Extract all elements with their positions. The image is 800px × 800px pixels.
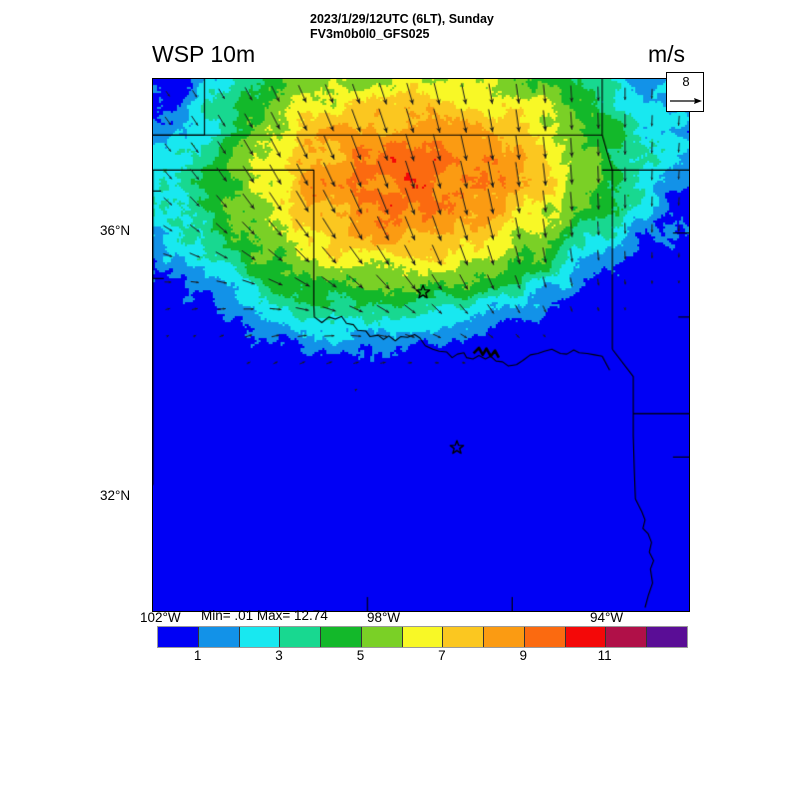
colorbar-band-5 bbox=[361, 627, 403, 647]
map-plot-frame bbox=[152, 78, 690, 612]
colorbar-tick-1: 1 bbox=[193, 648, 202, 663]
colorbar bbox=[157, 626, 688, 648]
colorbar-band-8 bbox=[484, 627, 525, 647]
minmax-statistics: Min= .01 Max= 12.74 bbox=[201, 608, 328, 623]
lon-label-94w: 94°W bbox=[590, 610, 624, 625]
colorbar-tick-labels: 1 3 5 7 9 11 bbox=[157, 648, 686, 666]
colorbar-band-2 bbox=[239, 627, 281, 647]
lat-label-32n: 32°N bbox=[100, 488, 131, 503]
chart-title-model: FV3m0b0l0_GFS025 bbox=[310, 27, 430, 41]
title-block: 2023/1/29/12UTC (6LT), Sunday FV3m0b0l0_… bbox=[310, 12, 640, 42]
colorbar-band-4 bbox=[321, 627, 362, 647]
colorbar-band-0 bbox=[158, 627, 199, 647]
colorbar-band-12 bbox=[647, 627, 687, 647]
colorbar-tick-11: 11 bbox=[597, 648, 612, 663]
colorbar-band-3 bbox=[280, 627, 322, 647]
wind-speed-heatmap bbox=[153, 79, 689, 611]
colorbar-band-1 bbox=[198, 627, 240, 647]
colorbar-tick-7: 7 bbox=[438, 648, 446, 663]
wind-vector-arrow-icon bbox=[670, 98, 702, 104]
colorbar-tick-9: 9 bbox=[519, 648, 527, 663]
variable-label: WSP 10m bbox=[152, 41, 256, 67]
colorbar-tick-5: 5 bbox=[356, 648, 365, 663]
colorbar-band-9 bbox=[524, 627, 566, 647]
lon-label-102w: 102°W bbox=[140, 610, 181, 625]
chart-title-datetime: 2023/1/29/12UTC (6LT), Sunday bbox=[310, 12, 494, 26]
colorbar-band-6 bbox=[402, 627, 444, 647]
colorbar-band-11 bbox=[606, 627, 648, 647]
colorbar-band-7 bbox=[443, 627, 485, 647]
wind-vector-key: 8 bbox=[666, 72, 704, 112]
lat-label-36n: 36°N bbox=[100, 223, 131, 238]
wind-vector-key-value: 8 bbox=[682, 74, 690, 89]
colorbar-band-10 bbox=[565, 627, 607, 647]
lon-label-98w: 98°W bbox=[367, 610, 401, 625]
unit-label: m/s bbox=[648, 41, 686, 67]
colorbar-tick-3: 3 bbox=[275, 648, 283, 663]
